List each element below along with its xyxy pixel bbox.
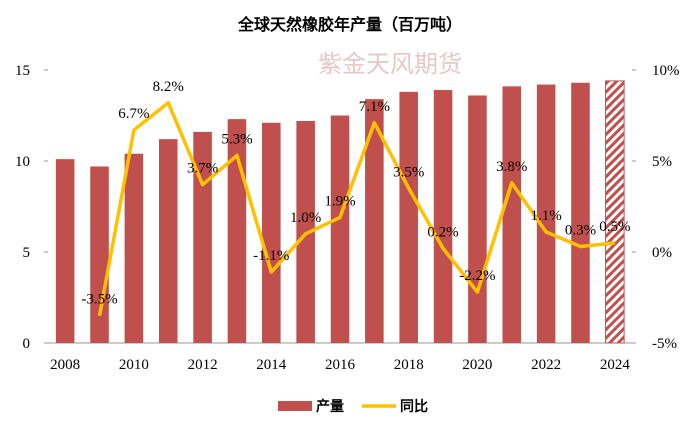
data-label: -3.5% xyxy=(81,292,117,308)
x-tick-label: 2018 xyxy=(394,357,424,373)
bar xyxy=(124,153,144,343)
data-label: 0.2% xyxy=(427,224,458,240)
data-label: 5.3% xyxy=(221,132,252,148)
bar xyxy=(433,90,453,344)
bar xyxy=(227,119,247,343)
data-label: 1.9% xyxy=(324,193,355,209)
line xyxy=(97,101,616,317)
y2-tick-label: 0% xyxy=(652,245,672,261)
bar xyxy=(330,115,350,343)
data-label: 0.3% xyxy=(565,223,596,239)
bar xyxy=(262,122,281,343)
bar xyxy=(502,86,522,343)
y-tick-label: 0 xyxy=(23,336,31,352)
data-label: -1.1% xyxy=(253,248,289,264)
y2-tick-label: 10% xyxy=(652,63,680,79)
data-label: 3.8% xyxy=(496,159,527,175)
x-tick-label: 2012 xyxy=(188,357,218,373)
bar xyxy=(55,159,75,343)
bar xyxy=(365,99,384,344)
x-tick-label: 2008 xyxy=(50,357,80,373)
y2-tick-label: 5% xyxy=(652,154,672,170)
legend-swatch xyxy=(278,401,312,411)
data-label: 3.5% xyxy=(393,164,424,180)
data-label: 1.0% xyxy=(290,210,321,226)
data-label: -2.2% xyxy=(459,268,495,284)
bar xyxy=(468,95,487,343)
data-label: 3.7% xyxy=(187,161,218,177)
data-label: 6.7% xyxy=(118,106,149,122)
x-tick-label: 2020 xyxy=(462,357,492,373)
data-label: 1.1% xyxy=(530,208,561,224)
bar xyxy=(571,82,590,344)
y-tick-label: 15 xyxy=(15,63,30,79)
x-tick-label: 2014 xyxy=(256,357,287,373)
x-tick-label: 2016 xyxy=(325,357,356,373)
legend-label: 同比 xyxy=(400,398,428,415)
watermark: 紫金天风期货 xyxy=(318,50,462,78)
bar xyxy=(193,131,212,343)
bar xyxy=(399,91,418,343)
bar xyxy=(90,166,109,343)
x-tick-label: 2010 xyxy=(119,357,149,373)
y-tick-label: 5 xyxy=(23,245,31,261)
y2-tick-label: -5% xyxy=(652,336,677,352)
bar xyxy=(605,80,625,344)
data-label: 0.5% xyxy=(599,219,630,235)
legend-label: 产量 xyxy=(316,398,344,415)
chart-title: 全球天然橡胶年产量（百万吨） xyxy=(237,15,462,34)
data-label: 7.1% xyxy=(359,99,390,115)
y-tick-label: 10 xyxy=(15,154,30,170)
bar xyxy=(536,84,556,343)
x-tick-label: 2022 xyxy=(531,357,561,373)
x-tick-label: 2024 xyxy=(600,357,631,373)
bar xyxy=(158,139,178,343)
data-label: 8.2% xyxy=(153,79,184,95)
